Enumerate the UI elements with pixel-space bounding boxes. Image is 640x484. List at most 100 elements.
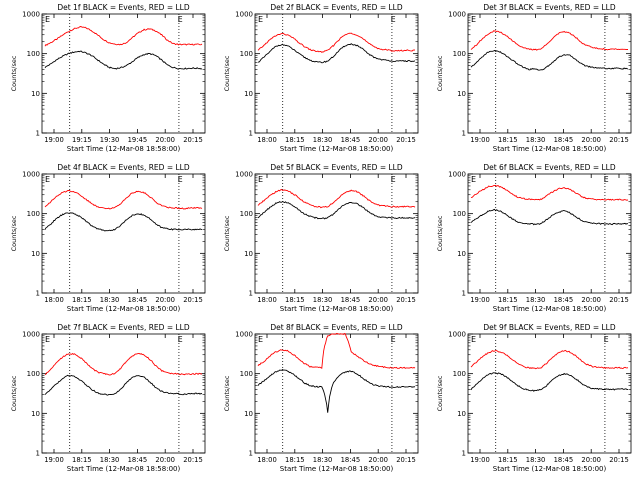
y-tick-label: 1000 xyxy=(448,171,466,179)
y-tick-label: 1 xyxy=(249,130,253,138)
series-line-events xyxy=(470,49,629,71)
x-tick-label: 18:30 xyxy=(526,136,546,144)
series-line-lld xyxy=(44,26,203,47)
x-tick-label: 20:15 xyxy=(396,456,416,464)
event-marker-label: E xyxy=(178,175,183,184)
x-tick-label: 18:45 xyxy=(341,136,361,144)
y-axis-label: Counts/sec xyxy=(10,55,18,91)
y-tick-label: 1 xyxy=(36,130,40,138)
series-line-events xyxy=(470,208,629,226)
x-tick-label: 20:15 xyxy=(183,456,203,464)
y-tick-label: 10 xyxy=(244,90,253,98)
chart-svg: Det 2f BLACK = Events, RED = LLD 1 10 100 10… xyxy=(223,3,419,153)
y-tick-label: 10 xyxy=(457,250,466,258)
chart-panel-2: Det 2f BLACK = Events, RED = LLD 1 10 100 10… xyxy=(213,0,426,160)
y-tick-label: 10 xyxy=(244,250,253,258)
x-tick-label: 20:00 xyxy=(581,296,601,304)
event-marker-label: E xyxy=(391,175,396,184)
x-axis-label: Start Time (12-Mar-08 18:50:00) xyxy=(280,145,394,153)
x-tick-label: 19:45 xyxy=(128,136,148,144)
x-tick-label: 18:45 xyxy=(128,456,148,464)
y-axis-label: Counts/sec xyxy=(223,55,231,91)
y-tick-label: 100 xyxy=(453,370,466,378)
x-tick-label: 19:30 xyxy=(100,136,120,144)
series-line-events xyxy=(44,212,203,232)
plot-frame xyxy=(41,173,206,294)
chart-svg: Det 9f BLACK = Events, RED = LLD 1 10 100 10… xyxy=(436,323,632,473)
x-axis-label: Start Time (12-Mar-08 18:58:00) xyxy=(67,465,181,473)
event-marker-label: E xyxy=(258,15,263,24)
x-tick-label: 20:00 xyxy=(368,456,388,464)
y-tick-label: 1000 xyxy=(235,11,253,19)
x-tick-label: 18:45 xyxy=(554,456,574,464)
y-tick-label: 1 xyxy=(36,290,40,298)
event-marker-label: E xyxy=(604,335,609,344)
event-marker-label: E xyxy=(178,15,183,24)
chart-svg: Det 5f BLACK = Events, RED = LLD 1 10 100 10… xyxy=(223,163,419,313)
y-tick-label: 10 xyxy=(31,90,40,98)
y-tick-label: 1000 xyxy=(22,171,40,179)
x-tick-label: 18:00 xyxy=(44,296,64,304)
x-tick-label: 20:00 xyxy=(155,456,175,464)
chart-title: Det 3f BLACK = Events, RED = LLD xyxy=(483,3,616,12)
series-line-events xyxy=(44,50,203,70)
y-tick-label: 10 xyxy=(457,410,466,418)
x-tick-label: 18:15 xyxy=(285,296,305,304)
x-tick-label: 20:15 xyxy=(183,136,203,144)
y-tick-label: 1000 xyxy=(448,11,466,19)
event-marker-label: E xyxy=(178,335,183,344)
y-tick-label: 1 xyxy=(36,450,40,458)
plot-frame xyxy=(467,13,632,134)
y-tick-label: 100 xyxy=(27,210,40,218)
series-line-lld xyxy=(470,349,629,370)
chart-svg: Det 4f BLACK = Events, RED = LLD 1 10 100 10… xyxy=(10,163,206,313)
chart-title: Det 7f BLACK = Events, RED = LLD xyxy=(57,323,190,332)
y-tick-label: 1000 xyxy=(235,171,253,179)
y-tick-label: 100 xyxy=(27,50,40,58)
event-marker-label: E xyxy=(604,15,609,24)
series-line-lld xyxy=(44,353,203,376)
y-tick-label: 100 xyxy=(27,370,40,378)
x-tick-label: 20:00 xyxy=(368,296,388,304)
x-tick-label: 18:15 xyxy=(72,296,92,304)
series-line-events xyxy=(44,374,203,396)
chart-title: Det 9f BLACK = Events, RED = LLD xyxy=(483,323,616,332)
x-tick-label: 18:45 xyxy=(341,456,361,464)
y-tick-label: 1 xyxy=(249,450,253,458)
x-tick-label: 18:30 xyxy=(526,296,546,304)
plot-frame xyxy=(467,173,632,294)
y-tick-label: 10 xyxy=(31,410,40,418)
plot-frame xyxy=(41,333,206,454)
series-line-lld xyxy=(257,332,416,369)
event-marker-label: E xyxy=(471,15,476,24)
y-axis-label: Counts/sec xyxy=(436,55,444,91)
y-tick-label: 1000 xyxy=(22,11,40,19)
x-tick-label: 18:30 xyxy=(313,456,333,464)
x-tick-label: 19:00 xyxy=(470,296,490,304)
x-tick-label: 19:00 xyxy=(44,456,64,464)
chart-svg: Det 3f BLACK = Events, RED = LLD 1 10 100 10… xyxy=(436,3,632,153)
x-tick-label: 18:15 xyxy=(498,136,518,144)
chart-panel-6: Det 6f BLACK = Events, RED = LLD 1 10 100 10… xyxy=(426,160,639,320)
x-axis-label: Start Time (12-Mar-08 18:50:00) xyxy=(280,465,394,473)
y-tick-label: 100 xyxy=(453,50,466,58)
x-tick-label: 18:45 xyxy=(554,136,574,144)
y-tick-label: 100 xyxy=(240,50,253,58)
x-tick-label: 18:00 xyxy=(257,456,277,464)
chart-title: Det 4f BLACK = Events, RED = LLD xyxy=(57,163,190,172)
series-line-lld xyxy=(257,32,416,53)
chart-panel-4: Det 4f BLACK = Events, RED = LLD 1 10 100 10… xyxy=(0,160,213,320)
event-marker-label: E xyxy=(45,335,50,344)
x-tick-label: 19:15 xyxy=(72,136,92,144)
event-marker-label: E xyxy=(258,175,263,184)
series-line-lld xyxy=(470,30,628,51)
x-axis-label: Start Time (12-Mar-08 18:50:00) xyxy=(493,145,607,153)
series-line-events xyxy=(257,368,416,413)
chart-title: Det 6f BLACK = Events, RED = LLD xyxy=(483,163,616,172)
y-tick-label: 100 xyxy=(240,210,253,218)
y-tick-label: 10 xyxy=(457,90,466,98)
chart-svg: Det 6f BLACK = Events, RED = LLD 1 10 100 10… xyxy=(436,163,632,313)
x-tick-label: 18:15 xyxy=(285,136,305,144)
x-tick-label: 20:15 xyxy=(183,296,203,304)
y-tick-label: 1 xyxy=(249,290,253,298)
